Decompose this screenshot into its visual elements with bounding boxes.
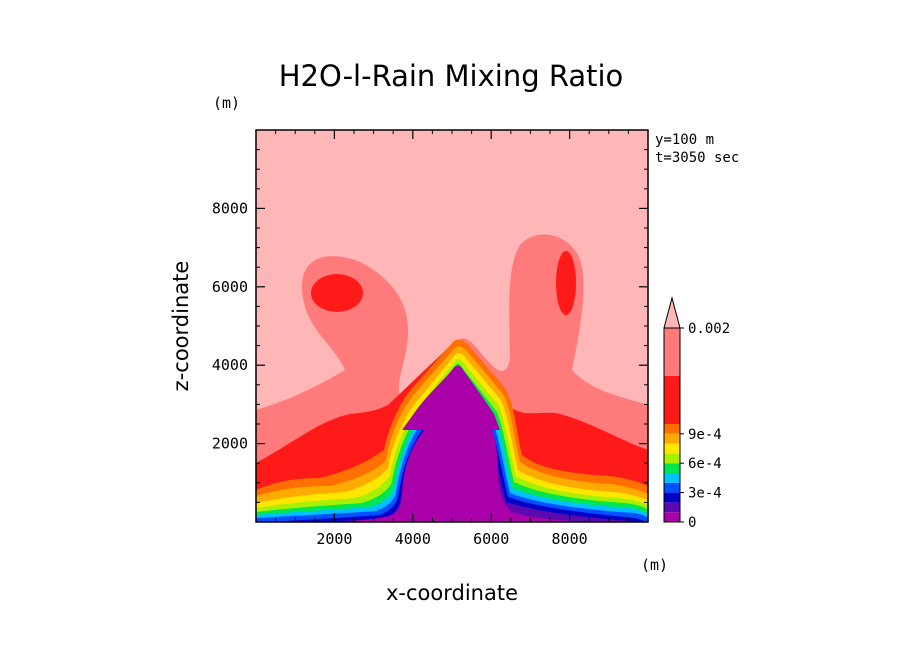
y-axis-ticks bbox=[256, 207, 648, 445]
colorbar-swatch-8 bbox=[664, 433, 680, 444]
y-unit-label: (m) bbox=[213, 94, 240, 112]
region-core-low bbox=[330, 367, 600, 522]
region-blob-left bbox=[311, 274, 363, 312]
y-tick-label-0: 2000 bbox=[212, 435, 248, 453]
colorbar-swatch-1 bbox=[664, 502, 680, 513]
colorbar-label-0: 0.002 bbox=[688, 321, 730, 337]
colorbar-swatch-9 bbox=[664, 424, 680, 434]
annotation-y-slice: y=100 m bbox=[655, 132, 714, 148]
colorbar-swatch-2 bbox=[664, 492, 680, 503]
colorbar-labels: 0.002 9e-4 6e-4 3e-4 0 bbox=[680, 321, 730, 531]
x-axis-ticks bbox=[333, 130, 571, 522]
y-axis-label: z-coordinate bbox=[169, 261, 193, 392]
colorbar-swatch-10 bbox=[664, 376, 680, 424]
colorbar-frame bbox=[663, 327, 681, 523]
x-tick-label-2: 6000 bbox=[473, 530, 509, 548]
colorbar-label-2: 6e-4 bbox=[688, 456, 722, 472]
x-unit-label: (m) bbox=[641, 556, 668, 574]
x-tick-label-1: 4000 bbox=[395, 530, 431, 548]
colorbar-swatch-top bbox=[663, 296, 681, 329]
y-tick-label-2: 6000 bbox=[212, 278, 248, 296]
colorbar-swatch-5 bbox=[664, 463, 680, 473]
region-core-neck bbox=[402, 365, 500, 430]
colorbar-swatch-11 bbox=[664, 328, 680, 376]
annotation-time: t=3050 sec bbox=[655, 150, 739, 166]
minor-ticks bbox=[256, 130, 648, 522]
colorbar-swatch-3 bbox=[664, 482, 680, 493]
y-tick-label-3: 8000 bbox=[212, 199, 248, 217]
colorbar bbox=[663, 296, 681, 523]
x-axis-label: x-coordinate bbox=[386, 581, 518, 605]
region-blob-right bbox=[556, 251, 576, 315]
contour-field bbox=[256, 130, 648, 522]
chart-title: H2O-l-Rain Mixing Ratio bbox=[279, 59, 624, 93]
colorbar-swatch-7 bbox=[664, 443, 680, 454]
y-tick-label-1: 4000 bbox=[212, 356, 248, 374]
x-tick-label-3: 8000 bbox=[552, 530, 588, 548]
colorbar-swatch-4 bbox=[664, 473, 680, 483]
colorbar-swatch-6 bbox=[664, 453, 680, 464]
colorbar-label-3: 3e-4 bbox=[688, 486, 722, 502]
colorbar-label-1: 9e-4 bbox=[688, 427, 722, 443]
y-tick-labels: 2000 4000 6000 8000 bbox=[212, 199, 248, 452]
colorbar-label-4: 0 bbox=[688, 515, 696, 531]
x-tick-labels: 2000 4000 6000 8000 bbox=[316, 530, 587, 548]
colorbar-swatch-0 bbox=[664, 512, 680, 522]
x-tick-label-0: 2000 bbox=[316, 530, 352, 548]
